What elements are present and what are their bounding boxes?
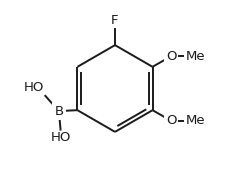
Text: Me: Me [185,114,204,127]
Text: HO: HO [23,81,44,94]
Text: F: F [111,15,118,27]
Text: HO: HO [50,131,71,144]
Text: O: O [165,114,176,127]
Text: Me: Me [185,50,204,63]
Text: B: B [54,105,63,118]
Text: O: O [165,50,176,63]
